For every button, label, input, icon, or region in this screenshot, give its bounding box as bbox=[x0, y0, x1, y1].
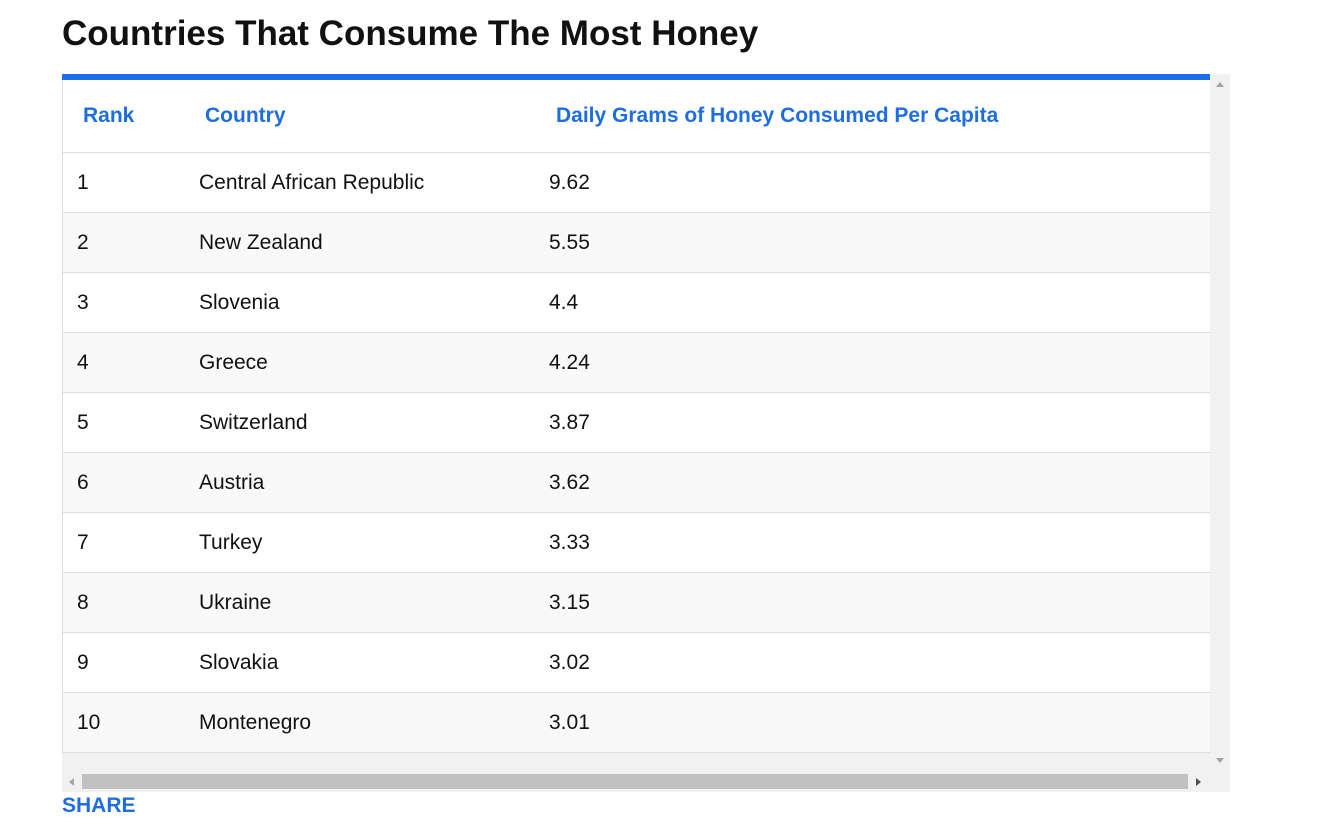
country-cell: Turkey bbox=[199, 512, 549, 573]
country-cell: Austria bbox=[199, 452, 549, 513]
country-cell: Montenegro bbox=[199, 692, 549, 753]
table-row: 6 Austria 3.62 bbox=[62, 452, 1210, 513]
value-cell: 3.01 bbox=[549, 692, 1210, 753]
value-cell: 5.55 bbox=[549, 212, 1210, 273]
share-heading: SHARE bbox=[62, 794, 136, 817]
country-cell: Switzerland bbox=[199, 392, 549, 453]
country-cell: Central African Republic bbox=[199, 152, 549, 213]
country-cell: Greece bbox=[199, 332, 549, 393]
scroll-thumb[interactable] bbox=[82, 774, 1188, 789]
vertical-scrollbar[interactable] bbox=[1210, 74, 1230, 770]
value-cell: 3.62 bbox=[549, 452, 1210, 513]
table-body: 1 Central African Republic 9.62 2 New Zealan… bbox=[62, 152, 1210, 753]
rank-cell: 2 bbox=[62, 212, 199, 273]
rank-cell: 4 bbox=[62, 332, 199, 393]
rank-cell: 1 bbox=[62, 152, 199, 213]
column-header[interactable]: Rank bbox=[62, 80, 199, 153]
value-cell: 3.33 bbox=[549, 512, 1210, 573]
table-row: 2 New Zealand 5.55 bbox=[62, 212, 1210, 273]
table-row: 1 Central African Republic 9.62 bbox=[62, 152, 1210, 213]
value-cell: 3.15 bbox=[549, 572, 1210, 633]
rank-cell: 3 bbox=[62, 272, 199, 333]
rank-cell: 8 bbox=[62, 572, 199, 633]
value-cell: 9.62 bbox=[549, 152, 1210, 213]
column-header[interactable]: Country bbox=[199, 80, 549, 153]
scroll-left[interactable] bbox=[69, 778, 74, 786]
table-row: 10 Montenegro 3.01 bbox=[62, 692, 1210, 753]
country-cell: Ukraine bbox=[199, 572, 549, 633]
table-row: 9 Slovakia 3.02 bbox=[62, 632, 1210, 693]
scroll-right[interactable] bbox=[1196, 778, 1201, 786]
rank-cell: 7 bbox=[62, 512, 199, 573]
value-cell: 4.4 bbox=[549, 272, 1210, 333]
page-title: Countries That Consume The Most Honey bbox=[62, 14, 759, 53]
scroll-down[interactable] bbox=[1216, 758, 1224, 763]
header-row: Rank Country Daily Grams of Honey Consumed… bbox=[62, 80, 1210, 153]
table-row: 7 Turkey 3.33 bbox=[62, 512, 1210, 573]
value-cell: 3.87 bbox=[549, 392, 1210, 453]
rank-cell: 9 bbox=[62, 632, 199, 693]
table-row: 4 Greece 4.24 bbox=[62, 332, 1210, 393]
data-table: Rank Country Daily Grams of Honey Consumed… bbox=[62, 80, 1210, 753]
value-cell: 4.24 bbox=[549, 332, 1210, 393]
table-row: 8 Ukraine 3.15 bbox=[62, 572, 1210, 633]
rank-cell: 10 bbox=[62, 692, 199, 753]
rank-cell: 5 bbox=[62, 392, 199, 453]
rank-cell: 6 bbox=[62, 452, 199, 513]
scroll-up[interactable] bbox=[1216, 82, 1224, 87]
table-row: 5 Switzerland 3.87 bbox=[62, 392, 1210, 453]
table-row: 3 Slovenia 4.4 bbox=[62, 272, 1210, 333]
table-top-border bbox=[62, 74, 1210, 80]
value-cell: 3.02 bbox=[549, 632, 1210, 693]
horizontal-scrollbar[interactable] bbox=[62, 772, 1210, 792]
table-container: Rank Country Daily Grams of Honey Consumed… bbox=[62, 74, 1230, 792]
column-header[interactable]: Daily Grams of Honey Consumed Per Capita bbox=[549, 80, 1210, 153]
country-cell: New Zealand bbox=[199, 212, 549, 273]
country-cell: Slovakia bbox=[199, 632, 549, 693]
country-cell: Slovenia bbox=[199, 272, 549, 333]
